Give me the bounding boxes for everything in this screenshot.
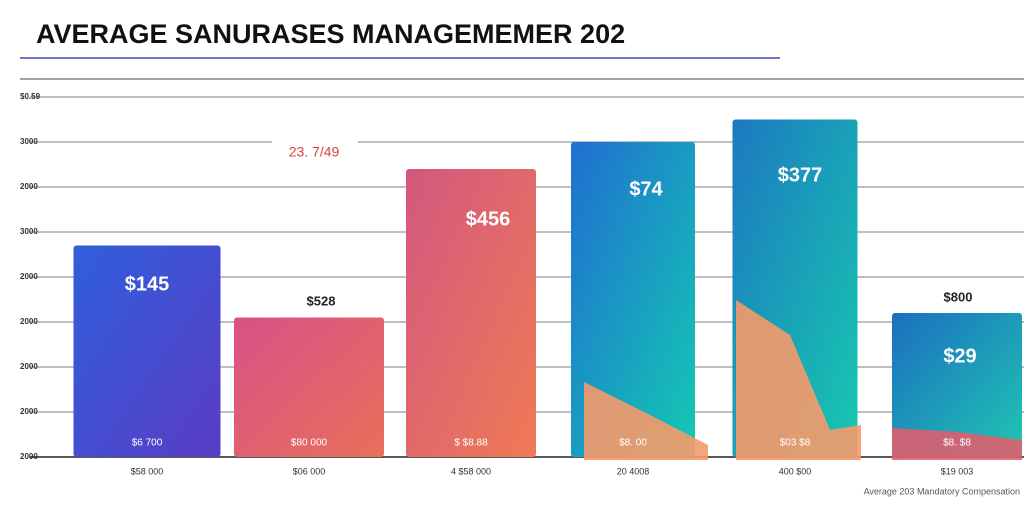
y-tick-label: 2000 xyxy=(20,317,38,326)
inner-label: $03 $8 xyxy=(780,438,811,449)
callout-box xyxy=(272,136,358,170)
bar-annotation: $456 xyxy=(466,208,511,230)
bar-annotation: $800 xyxy=(944,289,973,304)
x-tick-label: 4 $58 000 xyxy=(451,466,491,476)
inner-label: $6 700 xyxy=(132,438,163,449)
bar-annotation: $528 xyxy=(307,293,336,308)
x-tick-label: $19 003 xyxy=(941,466,974,476)
bar xyxy=(406,169,536,457)
x-tick-label: $06 000 xyxy=(293,466,326,476)
bar xyxy=(234,317,384,457)
bar-annotation: $145 xyxy=(125,273,170,295)
bar-annotation: $377 xyxy=(778,164,823,186)
y-tick-label: 3000 xyxy=(20,137,38,146)
inner-label: $8. 00 xyxy=(619,438,647,449)
x-tick-label: 20 4008 xyxy=(617,466,650,476)
y-tick-label: 2000 xyxy=(20,272,38,281)
overlay xyxy=(892,428,1022,460)
inner-label: $8. $8 xyxy=(943,438,971,449)
bar xyxy=(73,245,221,457)
bar-annotation: $74 xyxy=(629,178,663,200)
x-tick-label: $58 000 xyxy=(131,466,164,476)
y-tick-label: 3000 xyxy=(20,227,38,236)
bar-annotation: $29 xyxy=(943,345,976,367)
y-tick-label: 2000 xyxy=(20,362,38,371)
y-tick-label: 2000 xyxy=(20,452,38,461)
overlay xyxy=(736,300,861,460)
inner-label: $80 000 xyxy=(291,438,328,449)
callout: 23. 7/49 xyxy=(289,144,340,160)
bar xyxy=(571,142,695,457)
inner-label: $ $8.88 xyxy=(454,438,488,449)
footer: Average 203 Mandatory Compensation xyxy=(864,486,1020,496)
chart-title: AVERAGE SANURASES MANAGEMEMER 202 xyxy=(36,19,625,49)
bar xyxy=(892,313,1022,457)
y-tick-label: 2000 xyxy=(20,407,38,416)
x-tick-label: 400 $00 xyxy=(779,466,812,476)
overlay xyxy=(584,382,708,460)
y-tick-label: 2000 xyxy=(20,182,38,191)
